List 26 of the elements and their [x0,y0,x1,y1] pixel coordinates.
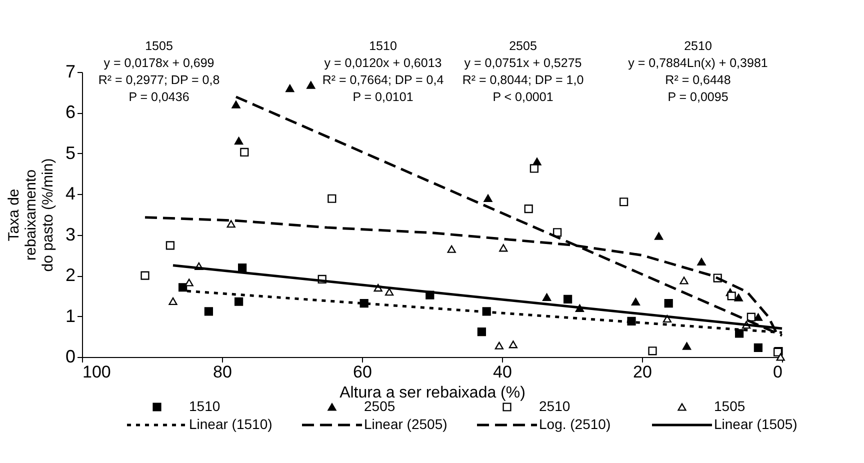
x-tick-label: 80 [213,362,232,382]
y-axis-title: Taxa de rebaixamento do pasto (%/min) [5,158,56,272]
annotation: 2510 y = 0,7884Ln(x) + 0,3981 R² = 0,6448 P = 0,0095 [628,39,768,104]
y-tick-label: 1 [65,306,76,326]
legend-label: Linear (1505) [714,416,798,432]
annotation: 1510 y = 0,0120x + 0,6013 R² = 0,7664; DP = 0,4 P = 0,0101 [322,39,444,104]
y-tick-label: 4 [65,184,76,204]
y-tick-label: 7 [65,62,76,82]
x-tick-label: 20 [633,362,652,382]
y-tick-label: 6 [65,102,76,122]
legend-label: Linear (1510) [189,416,272,432]
legend-label: 1510 [189,398,220,414]
legend-label: Linear (2505) [364,416,448,432]
y-tick-label: 2 [65,265,76,286]
x-tick-label: 40 [493,362,512,382]
legend-label: Log. (2510) [539,416,611,432]
legend-label: 1505 [714,398,746,414]
annotation: 2505 y = 0,0751x + 0,5275 R² = 0,8044; DP = 1,0 P < 0,0001 [462,39,584,104]
x-tick-label: 100 [82,362,111,382]
y-tick-label: 5 [65,142,76,163]
y-tick-label: 3 [65,224,76,244]
legend-label: 2510 [539,398,570,414]
y-tick-label: 0 [65,346,76,366]
x-tick-label: 60 [353,362,372,382]
x-tick-label: 0 [773,362,782,382]
annotation: 1505 y = 0,0178x + 0,699 R² = 0,2977; DP = 0,8 P = 0,0436 [98,39,220,104]
